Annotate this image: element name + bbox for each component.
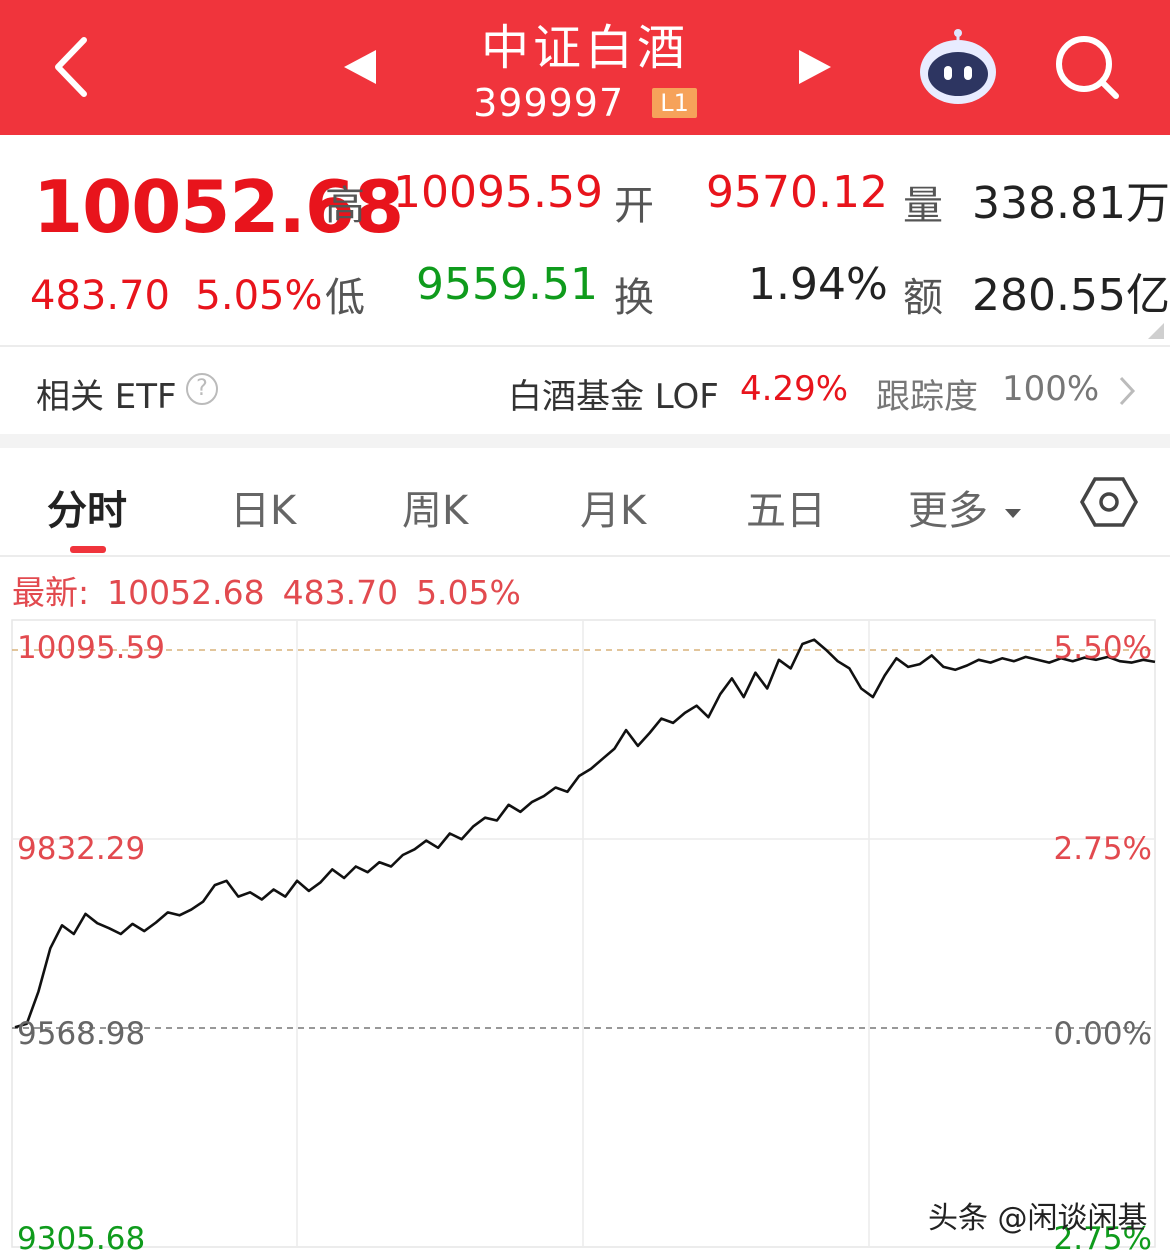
etf-fund-name: 白酒基金 LOF [508,377,719,417]
low-label: 低 [325,275,365,321]
y-label-low: 9305.68 [17,1221,145,1254]
chart-tabs: 分时 日K 周K 月K 五日 更多 [0,448,1170,556]
back-icon[interactable] [40,30,110,105]
y-label-mid: 9832.29 [17,831,145,867]
next-stock-icon[interactable] [785,40,845,95]
change-amount: 483.70 [30,273,170,319]
tab-monthly-k[interactable]: 月K [580,488,647,534]
settings-hexagon-icon[interactable] [1080,476,1138,528]
search-icon[interactable] [1050,30,1125,105]
chart-grid [11,619,1156,1248]
latest-quote-line: 最新: 10052.68 483.70 5.05% [12,566,539,614]
pct-label-mid: 2.75% [1054,831,1152,867]
pct-label-high: 5.50% [1054,630,1152,666]
volume-value: 338.81万 [972,178,1170,229]
tab-weekly-k[interactable]: 周K [402,488,469,534]
tab-five-day[interactable]: 五日 [746,488,826,534]
chevron-right-icon [1119,376,1136,406]
y-label-high: 10095.59 [17,630,165,666]
price-series-line [14,638,1156,1029]
related-etf-row[interactable]: 相关 ETF ? 白酒基金 LOF 4.29% 跟踪度 100% [0,347,1170,434]
etf-fund-change: 4.29% [740,369,849,409]
assistant-robot-icon[interactable] [915,28,1001,108]
top-bar: 中证白酒 399997 L1 [0,0,1170,135]
tab-more-label: 更多 [908,488,988,534]
tab-active-indicator [70,546,106,553]
page-title: 中证白酒 [480,20,689,76]
tracking-value: 100% [1002,369,1100,409]
latest-price: 10052.68 [107,573,265,612]
related-etf-label: 相关 ETF [36,377,177,417]
tracking-label: 跟踪度 [876,377,978,417]
pct-label-low: 2.75% [1054,1221,1152,1254]
amount-label: 额 [903,275,943,321]
watermark: 头条 @闲谈闲基 [928,1201,1148,1236]
tab-more[interactable]: 更多 [908,478,1023,536]
latest-change-pct: 5.05% [416,573,521,612]
volume-label: 量 [903,183,943,229]
quote-panel: 10052.68 483.70 5.05% 高 10095.59 开 9570.… [0,135,1170,345]
open-label: 开 [614,183,654,229]
help-icon[interactable]: ? [186,373,218,405]
tab-intraday[interactable]: 分时 [47,488,127,534]
expand-corner-icon[interactable] [1148,323,1164,339]
open-value: 9570.12 [706,167,888,218]
divider [0,345,1170,347]
turnover-value: 1.94% [748,259,888,310]
low-value: 9559.51 [416,259,598,310]
high-value: 10095.59 [393,167,603,218]
turnover-label: 换 [614,275,654,321]
stock-code: 399997 [473,80,625,125]
caret-down-icon [1004,509,1021,518]
last-price: 10052.68 [33,165,404,249]
intraday-chart[interactable]: 10095.59 9832.29 9568.98 9305.68 5.50% 2.75% 0… [0,612,1170,1254]
price-change: 483.70 5.05% [30,273,322,319]
high-label: 高 [325,183,365,229]
prev-stock-icon[interactable] [330,40,390,95]
latest-label: 最新: [12,573,90,612]
pct-label-zero: 0.00% [1054,1016,1152,1052]
latest-change: 483.70 [282,573,399,612]
change-percent: 5.05% [195,273,323,319]
section-gap [0,434,1170,448]
y-label-prev-close: 9568.98 [17,1016,145,1052]
divider [0,555,1170,557]
tab-daily-k[interactable]: 日K [230,488,297,534]
level-badge: L1 [652,87,697,118]
stock-code-line: 399997 L1 [0,78,1170,125]
amount-value: 280.55亿 [972,270,1170,321]
